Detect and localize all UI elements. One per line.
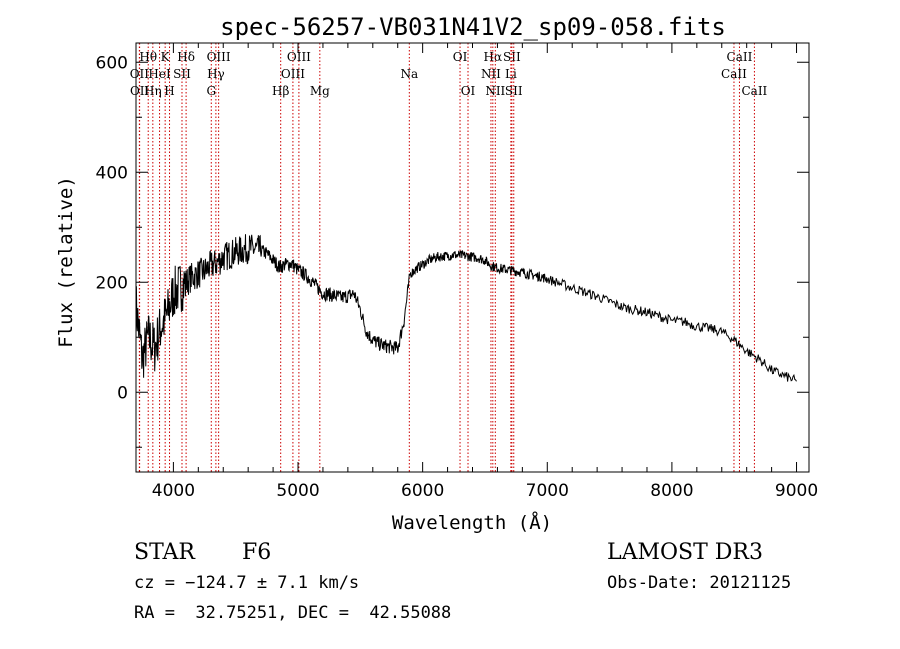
line-marker-label-18: OI — [461, 84, 476, 98]
line-marker-label-26: CaII — [721, 67, 747, 81]
line-marker-label-24: SII — [505, 84, 523, 98]
line-marker-label-11: G — [206, 84, 216, 98]
line-marker-label-8: Hδ — [177, 50, 195, 64]
line-marker-label-13: OIII — [287, 50, 311, 64]
chart-title: spec-56257-VB031N41V2_sp09-058.fits — [220, 13, 726, 41]
survey-name: LAMOST DR3 — [607, 540, 763, 565]
axis-tick-labels: 4000 5000 6000 7000 8000 9000 0 200 400 600 — [96, 53, 819, 501]
line-marker-label-14: OIII — [281, 67, 305, 81]
x-axis-label: Wavelength (Å) — [392, 511, 552, 534]
y-tick-label-2: 400 — [96, 163, 128, 183]
spectrum-line — [135, 234, 797, 382]
object-class: STAR — [134, 540, 195, 565]
line-marker-label-10: Hγ — [207, 67, 225, 81]
line-marker-label-16: Na — [400, 67, 418, 81]
line-marker-label-5: K — [161, 50, 171, 64]
axis-ticks — [136, 43, 809, 472]
plot-frame — [135, 42, 810, 473]
line-marker-label-19: Hα — [484, 50, 503, 64]
x-tick-label-3: 7000 — [526, 481, 569, 501]
spectrum-series — [135, 234, 797, 382]
x-tick-label-0: 4000 — [152, 481, 195, 501]
line-marker-label-9: OIII — [207, 50, 231, 64]
line-marker-label-3: HeI — [148, 67, 171, 81]
line-marker-label-20: NII — [481, 67, 501, 81]
x-tick-label-4: 8000 — [650, 481, 693, 501]
redshift-velocity: cz = −124.7 ± 7.1 km/s — [134, 573, 360, 593]
line-marker-label-6: H — [164, 84, 174, 98]
x-tick-label-5: 9000 — [775, 481, 818, 501]
x-tick-label-2: 6000 — [401, 481, 444, 501]
line-marker-label-2: OII — [130, 84, 150, 98]
x-tick-label-1: 5000 — [276, 481, 319, 501]
line-marker-label-22: SII — [503, 50, 521, 64]
line-marker-label-1: OII — [130, 67, 150, 81]
line-marker-label-17: OI — [453, 50, 468, 64]
line-marker-label-23: Li — [505, 67, 517, 81]
y-tick-label-0: 0 — [117, 383, 128, 403]
line-marker-label-15: Mg — [310, 84, 330, 98]
line-marker-label-12: Hβ — [272, 84, 289, 98]
y-tick-label-3: 600 — [96, 53, 128, 73]
line-marker-label-21: NII — [485, 84, 505, 98]
line-marker-label-27: CaII — [741, 84, 767, 98]
object-subclass: F6 — [242, 540, 272, 565]
y-tick-label-1: 200 — [96, 273, 128, 293]
line-marker-label-4: Hη — [144, 84, 162, 98]
observation-date: Obs-Date: 20121125 — [607, 573, 792, 593]
y-axis-label: Flux (relative) — [55, 176, 77, 348]
line-marker-label-7: SII — [173, 67, 191, 81]
line-marker-label-25: CaII — [727, 50, 753, 64]
sky-coordinates: RA = 32.75251, DEC = 42.55088 — [134, 603, 452, 623]
